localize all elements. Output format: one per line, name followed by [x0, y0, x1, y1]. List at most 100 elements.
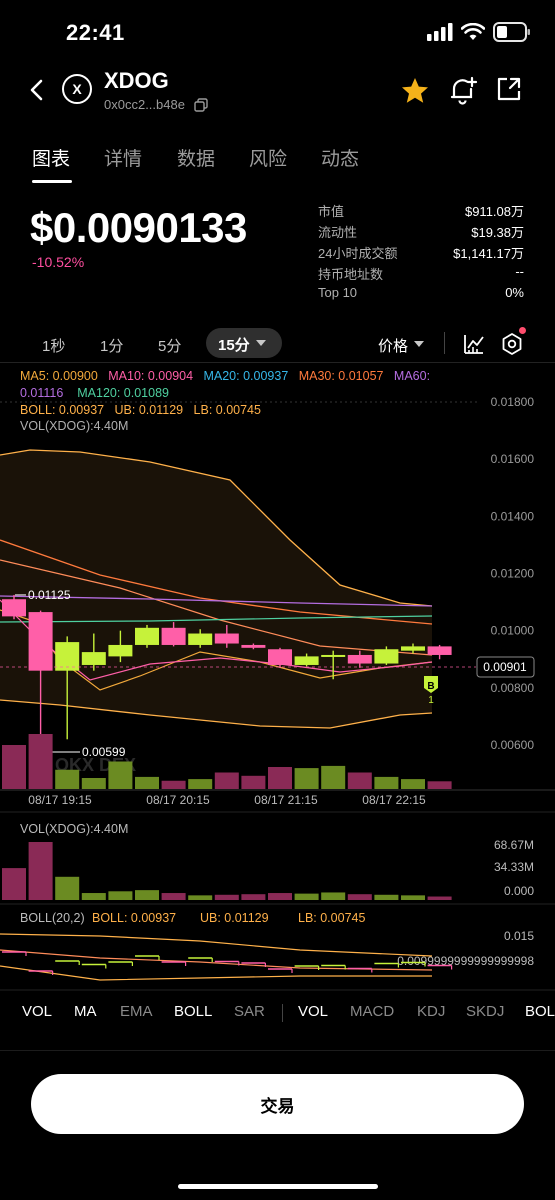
indicator-tab-kdj[interactable]: KDJ — [417, 1003, 446, 1020]
y-tick-label: 0.00800 — [491, 681, 535, 695]
timeframe-1m[interactable]: 1分 — [100, 338, 124, 355]
y-tick-label: 0.00600 — [491, 738, 535, 752]
y-tick-label: 0.01800 — [491, 395, 535, 409]
chevron-down-icon — [256, 340, 266, 346]
indicator-tab-skdj[interactable]: SKDJ — [466, 1003, 505, 1020]
timeframe-5m[interactable]: 5分 — [158, 338, 182, 355]
timeframe-15m-selector[interactable] — [206, 328, 282, 358]
y-tick-label: 0.01200 — [491, 567, 535, 581]
settings-icon[interactable] — [500, 332, 524, 356]
timeframe-1s[interactable]: 1秒 — [42, 338, 66, 355]
volume-tick-label: 34.33M — [494, 860, 534, 874]
back-icon[interactable] — [26, 78, 48, 102]
bollinger-band-fill — [0, 450, 432, 728]
stat-value-top10: 0% — [505, 285, 524, 300]
volume-bar — [214, 772, 239, 789]
copy-icon[interactable] — [194, 98, 208, 112]
legend-ma30: MA30: 0.01057 — [298, 369, 384, 383]
stat-value-liquidity: $19.38万 — [471, 225, 524, 240]
volume-bar — [427, 781, 452, 789]
volume-bar — [347, 772, 372, 789]
boll-legend: BOLL: 0.00937 UB: 0.01129 LB: 0.00745 — [20, 403, 261, 417]
x-tick-label: 08/17 19:15 — [28, 793, 92, 807]
boll-upper-line — [0, 449, 433, 607]
y-tick-label: 0.01000 — [491, 624, 535, 638]
divider — [0, 362, 555, 363]
ma30-line — [0, 539, 433, 625]
signal-icon — [427, 23, 453, 41]
vol-legend: VOL(XDOG):4.40M — [20, 419, 129, 433]
current-price-tag-label: 0.00901 — [483, 660, 527, 674]
candle-body — [55, 642, 80, 671]
volume-panel-bar — [81, 893, 106, 900]
candle-body — [374, 649, 399, 664]
trade-button[interactable]: 交易 — [31, 1074, 524, 1134]
low-marker-label: 0.00599 — [82, 745, 126, 759]
stat-label-holders: 持币地址数 — [318, 267, 384, 282]
stat-label-top10: Top 10 — [318, 285, 358, 300]
volume-bar — [374, 776, 399, 789]
indicator-tab-boll-sub[interactable]: BOLL — [525, 1003, 555, 1020]
volume-bar — [28, 734, 53, 789]
indicator-tab-sar[interactable]: SAR — [234, 1003, 265, 1020]
token-header: X XDOG 0x0cc2...b48e — [0, 62, 555, 118]
boll-panel-upper — [0, 933, 433, 957]
tab-risk[interactable]: 风险 — [249, 149, 288, 170]
volume-bar — [401, 779, 425, 789]
indicator-tab-vol[interactable]: VOL — [22, 1003, 53, 1020]
legend-ma60-value: 0.01116 — [20, 386, 64, 400]
token-address[interactable]: 0x0cc2...b48e — [104, 97, 185, 112]
buy-count-label: 1 — [428, 695, 434, 706]
volume-panel-bar — [135, 890, 159, 900]
volume-panel-bar — [188, 895, 213, 900]
timeframe-15m[interactable]: 15分 — [218, 337, 250, 354]
indicator-tab-macd[interactable]: MACD — [350, 1003, 395, 1020]
token-logo: X — [62, 74, 92, 104]
share-icon[interactable] — [496, 76, 522, 102]
candlestick-chart[interactable]: 0.01800 0.01600 0.01400 0.01200 0.01000 0.008… — [0, 360, 555, 1000]
current-price: $0.0090133 — [30, 204, 247, 251]
candle-body — [28, 612, 53, 671]
current-price-tag — [476, 656, 535, 678]
main-tabs: 图表 详情 数据 风险 动态 — [0, 140, 555, 186]
volume-panel-bar — [2, 868, 26, 900]
legend-boll: BOLL: 0.00937 — [20, 403, 105, 417]
tab-activity[interactable]: 动态 — [321, 149, 360, 170]
tab-data[interactable]: 数据 — [177, 149, 216, 170]
indicator-tab-ma[interactable]: MA — [74, 1003, 97, 1020]
tab-details[interactable]: 详情 — [104, 149, 143, 170]
ma60-line — [0, 595, 433, 607]
candle-body — [81, 652, 106, 665]
indicator-icon[interactable] — [462, 332, 486, 356]
boll-panel-tick: 0.015 — [504, 929, 534, 943]
token-logo-glyph: X — [72, 81, 82, 97]
tab-chart[interactable]: 图表 — [32, 149, 71, 170]
stat-label-24h-volume: 24小时成交额 — [318, 246, 398, 261]
price-change: -10.52% — [32, 254, 85, 270]
boll-lower-line — [0, 699, 433, 729]
candle-body — [135, 627, 159, 645]
candle-body — [214, 633, 239, 644]
star-icon[interactable] — [400, 76, 430, 106]
volume-bar — [294, 768, 319, 789]
volume-panel-bar — [161, 893, 186, 900]
legend-ma5: MA5: 0.00900 — [20, 369, 98, 383]
ma-legend-row1: MA5: 0.00900 MA10: 0.00904 MA20: 0.00937… — [20, 369, 430, 383]
candle-body — [347, 654, 372, 664]
price-alert-icon[interactable] — [448, 75, 478, 105]
home-indicator — [178, 1184, 378, 1189]
price-mode-select[interactable]: 价格 — [378, 338, 409, 355]
indicator-tab-vol-sub[interactable]: VOL — [298, 1003, 329, 1020]
notification-dot — [519, 327, 526, 334]
legend-ma60: MA60: — [393, 369, 431, 383]
boll-panel-tick: 0.0099999999999999998 — [397, 954, 534, 968]
candle-body — [321, 654, 346, 657]
token-name: XDOG — [104, 68, 169, 93]
volume-tick-label: 68.67M — [494, 838, 534, 852]
candle-body — [294, 656, 319, 665]
volume-panel-bar — [427, 896, 452, 900]
tab-underline — [32, 180, 72, 183]
indicator-tab-ema[interactable]: EMA — [120, 1003, 153, 1020]
indicator-tab-boll[interactable]: BOLL — [174, 1003, 213, 1020]
divider — [444, 332, 445, 354]
